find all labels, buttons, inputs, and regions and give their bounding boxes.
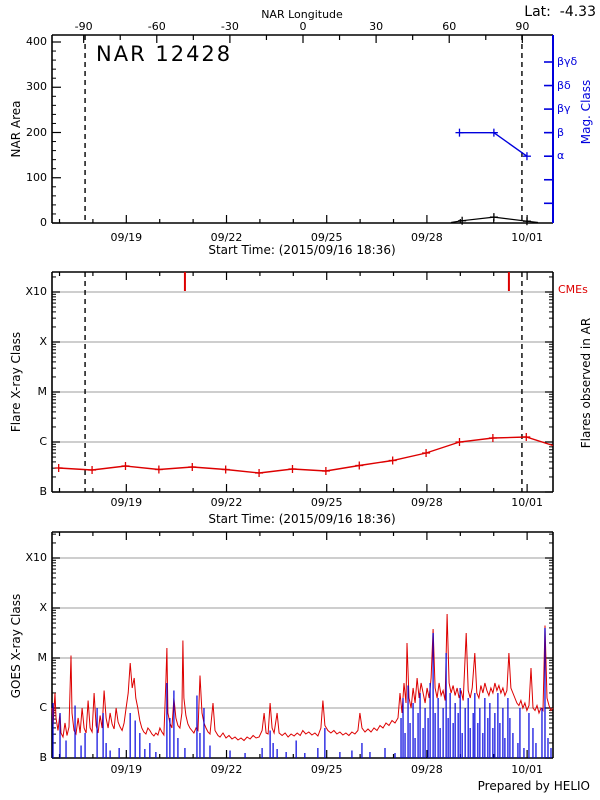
date-label: 09/25 [310, 496, 343, 509]
date-label: 10/01 [511, 231, 543, 244]
date-label: 09/22 [210, 231, 243, 244]
area-tick-label: 0 [40, 216, 47, 229]
page-title: NAR 12428 [96, 42, 233, 66]
flare-ytick-label: X10 [25, 285, 47, 298]
flare-ytick-label: B [39, 485, 47, 498]
date-label: 10/01 [511, 763, 543, 776]
date-label: 09/19 [110, 231, 143, 244]
longitude-tick-label: 60 [442, 20, 457, 33]
area-tick-label: 300 [26, 80, 47, 94]
longitude-tick-label: 0 [299, 20, 307, 33]
mag-class-curve [459, 131, 528, 157]
panel3-y-axis-title: GOES X-ray Class [9, 593, 23, 699]
date-label: 10/01 [511, 496, 543, 509]
latitude-value: Lat: -4.33 [524, 4, 596, 20]
date-label: 09/22 [210, 763, 243, 776]
flare-ytick-label: C [39, 435, 47, 448]
goes-ytick-label: C [39, 701, 47, 714]
panel2-start-time: Start Time: (2015/09/16 18:36) [208, 512, 396, 526]
goes-ytick-label: X [39, 601, 47, 614]
date-label: 09/28 [411, 231, 443, 244]
goes-ytick-label: B [39, 751, 47, 764]
flare-index-curve [58, 436, 554, 474]
date-label: 09/25 [310, 763, 343, 776]
goes-ytick-label: X10 [25, 551, 47, 564]
panel1-start-time: Start Time: (2015/09/16 18:36) [208, 243, 396, 257]
longitude-tick-label: 30 [369, 20, 384, 33]
goes-xray-flux-curve [51, 613, 554, 742]
panel2-y-axis-title: Flare X-ray Class [9, 331, 23, 433]
longitude-tick-label: -30 [220, 20, 239, 33]
mag-tick-label: β [557, 125, 565, 139]
date-label: 09/22 [210, 496, 243, 509]
longitude-tick-label: -60 [147, 20, 166, 33]
credit-label: Prepared by HELIO [477, 779, 590, 793]
mag-tick-label: βγ [557, 102, 571, 116]
flare-ytick-label: M [37, 385, 48, 398]
area-tick-label: 200 [26, 125, 47, 139]
mag-tick-label: βδ [557, 78, 571, 92]
date-label: 09/25 [310, 231, 343, 244]
area-tick-label: 400 [26, 35, 47, 48]
flare-ytick-label: X [39, 335, 47, 348]
flares-observed-label: Flares observed in AR [579, 317, 593, 449]
cmes-label: CMEs [558, 283, 588, 296]
mag-tick-label: βγδ [557, 55, 578, 68]
date-label: 09/28 [411, 763, 443, 776]
date-label: 09/28 [411, 496, 443, 509]
longitude-tick-label: 90 [515, 20, 530, 33]
longitude-tick-label: -90 [74, 20, 93, 33]
area-tick-label: 100 [26, 170, 47, 184]
mag-tick-label: α [557, 149, 565, 163]
top-axis-title: NAR Longitude [261, 8, 343, 21]
panel1-y-axis-title: NAR Area [9, 100, 23, 158]
date-label: 09/19 [110, 763, 143, 776]
mag-class-axis-title: Mag. Class [579, 79, 593, 145]
goes-ytick-label: M [37, 651, 48, 664]
date-label: 09/19 [110, 496, 143, 509]
